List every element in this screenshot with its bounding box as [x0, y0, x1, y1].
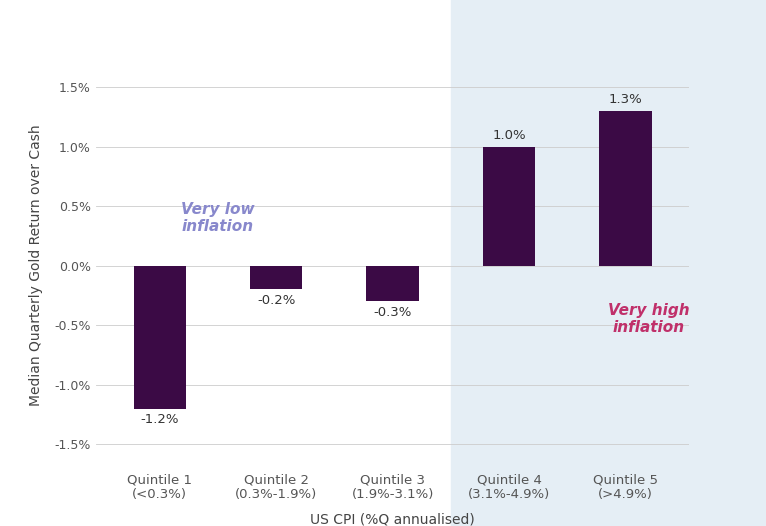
- X-axis label: US CPI (%Q annualised): US CPI (%Q annualised): [310, 512, 475, 526]
- Text: -1.2%: -1.2%: [140, 413, 179, 427]
- Text: Very high
inflation: Very high inflation: [608, 303, 689, 336]
- Y-axis label: Median Quarterly Gold Return over Cash: Median Quarterly Gold Return over Cash: [29, 125, 43, 407]
- Text: Very low
inflation: Very low inflation: [182, 202, 255, 234]
- Bar: [450, 0, 766, 526]
- Bar: [133, 266, 186, 409]
- Text: 1.3%: 1.3%: [608, 93, 642, 106]
- Text: -0.3%: -0.3%: [373, 306, 412, 319]
- Bar: [599, 111, 652, 266]
- Bar: [483, 147, 535, 266]
- Bar: [366, 266, 419, 301]
- Text: -0.2%: -0.2%: [257, 294, 296, 307]
- Bar: [250, 266, 303, 289]
- Text: 1.0%: 1.0%: [493, 129, 525, 141]
